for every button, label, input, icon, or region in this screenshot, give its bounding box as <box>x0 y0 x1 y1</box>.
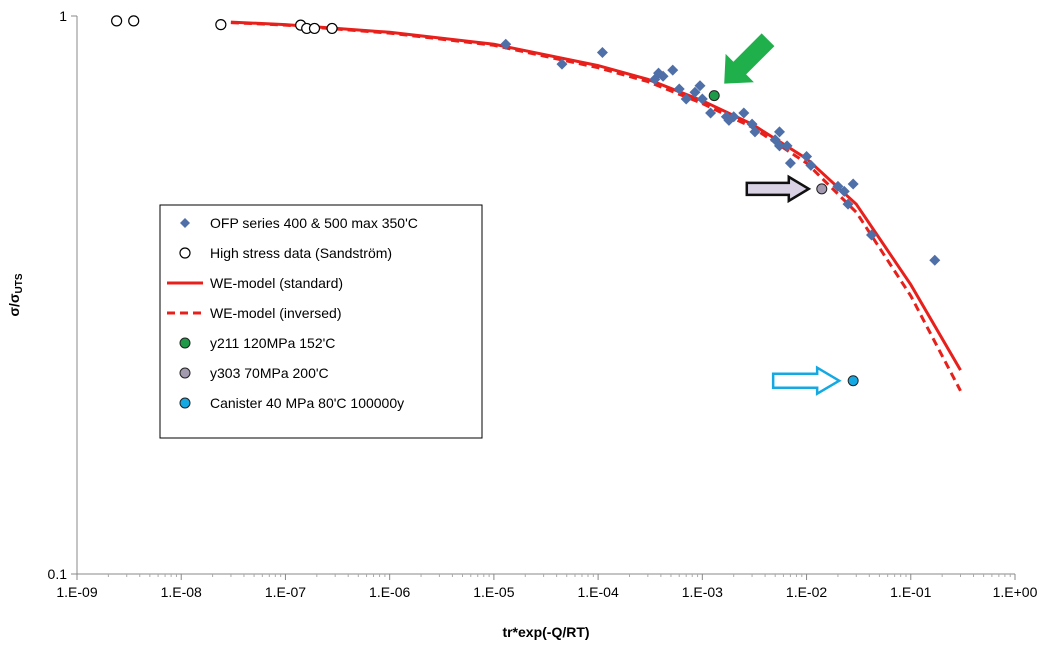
legend-label-we-model-inversed: WE-model (inversed) <box>210 305 341 321</box>
point-ofp-series-400-500-max-350-c <box>866 229 878 241</box>
point-ofp-series-400-500-max-350-c <box>680 93 692 105</box>
point-ofp-series-400-500-max-350-c <box>705 107 717 119</box>
legend-label-canister-40-mpa-80-c-100000y: Canister 40 MPa 80'C 100000y <box>210 395 404 411</box>
y-tick-label: 0.1 <box>48 566 68 582</box>
arrow-blue <box>771 365 842 396</box>
point-ofp-series-400-500-max-350-c <box>781 140 793 152</box>
x-axis-title: tr*exp(-Q/RT) <box>502 624 589 640</box>
x-tick-label: 1.E-05 <box>473 584 514 600</box>
x-tick-label: 1.E-01 <box>890 584 931 600</box>
legend-label-y303-70mpa-200-c: y303 70MPa 200'C <box>210 365 329 381</box>
point-canister-40-mpa-80-c-100000y <box>847 375 859 387</box>
x-tick-label: 1.E-07 <box>265 584 306 600</box>
point-high-stress-data-sandstr-m <box>308 22 321 35</box>
legend-swatch-canister-40-mpa-80-c-100000y <box>179 397 191 409</box>
legend-items: OFP series 400 & 500 max 350'C High stres… <box>167 215 418 411</box>
y-axis-title-sub: UTS <box>14 273 25 293</box>
point-ofp-series-400-500-max-350-c <box>696 93 708 105</box>
legend-label-y211-120mpa-152-c: y211 120MPa 152'C <box>210 335 335 351</box>
point-ofp-series-400-500-max-350-c <box>694 80 706 92</box>
x-tick-label: 1.E-03 <box>682 584 723 600</box>
point-ofp-series-400-500-max-350-c <box>847 178 859 190</box>
x-tick-label: 1.E-09 <box>56 584 97 600</box>
x-tick-label: 1.E-06 <box>369 584 410 600</box>
data-points <box>111 15 941 387</box>
axes <box>76 16 1015 575</box>
point-ofp-series-400-500-max-350-c <box>773 126 785 138</box>
point-ofp-series-400-500-max-350-c <box>832 180 844 192</box>
legend-swatch-y211-120mpa-152-c <box>179 337 191 349</box>
point-ofp-series-400-500-max-350-c <box>728 111 740 123</box>
y-axis-title: σ/σUTS <box>6 273 25 316</box>
point-high-stress-data-sandstr-m <box>128 15 140 27</box>
y-axis-title-main: σ/σ <box>6 293 22 316</box>
point-ofp-series-400-500-max-350-c <box>673 83 685 95</box>
legend-box <box>159 204 483 439</box>
point-ofp-series-400-500-max-350-c <box>596 47 608 59</box>
arrow-green <box>724 33 775 84</box>
point-ofp-series-400-500-max-350-c <box>556 58 568 70</box>
arrow-grey <box>745 174 812 204</box>
point-ofp-series-400-500-max-350-c <box>805 159 817 171</box>
point-high-stress-data-sandstr-m <box>326 22 338 35</box>
legend-swatch-ofp-series-400-500-max-350-c <box>180 218 190 228</box>
x-tick-label: 1.E-02 <box>786 584 827 600</box>
x-tick-label: 1.E-08 <box>161 584 202 600</box>
point-ofp-series-400-500-max-350-c <box>784 157 796 169</box>
point-ofp-series-400-500-max-350-c <box>749 126 761 138</box>
point-high-stress-data-sandstr-m <box>215 19 227 31</box>
point-ofp-series-400-500-max-350-c <box>929 254 941 266</box>
point-ofp-series-400-500-max-350-c <box>738 107 750 119</box>
x-tick-label: 1.E-04 <box>577 584 618 600</box>
point-ofp-series-400-500-max-350-c <box>689 86 701 98</box>
point-ofp-series-400-500-max-350-c <box>500 38 512 50</box>
point-ofp-series-400-500-max-350-c <box>838 185 850 197</box>
point-ofp-series-400-500-max-350-c <box>842 198 854 210</box>
point-ofp-series-400-500-max-350-c <box>667 64 679 76</box>
legend-swatch-high-stress-data-sandstr-m <box>179 247 191 259</box>
point-high-stress-data-sandstr-m <box>111 15 123 27</box>
point-y303-70mpa-200-c <box>816 183 828 195</box>
legend-label-high-stress-data-sandstr-m: High stress data (Sandström) <box>210 245 392 261</box>
legend-label-we-model-standard: WE-model (standard) <box>210 275 343 291</box>
point-ofp-series-400-500-max-350-c <box>746 118 758 130</box>
legend-swatch-y303-70mpa-200-c <box>179 367 191 379</box>
y-tick-label: 1 <box>59 8 67 24</box>
point-ofp-series-400-500-max-350-c <box>801 151 813 163</box>
point-ofp-series-400-500-max-350-c <box>657 70 669 82</box>
point-ofp-series-400-500-max-350-c <box>773 140 785 152</box>
legend: OFP series 400 & 500 max 350'C High stres… <box>159 204 483 439</box>
arrows <box>724 33 842 396</box>
point-y211-120mpa-152-c <box>708 90 720 102</box>
x-tick-label: 1.E+00 <box>993 584 1038 600</box>
ticks: 1.E-09 1.E-08 1.E-07 1.E-06 1.E-05 1.E-04 1.E-… <box>48 8 1038 600</box>
legend-label-ofp-series-400-500-max-350-c: OFP series 400 & 500 max 350'C <box>210 215 418 231</box>
